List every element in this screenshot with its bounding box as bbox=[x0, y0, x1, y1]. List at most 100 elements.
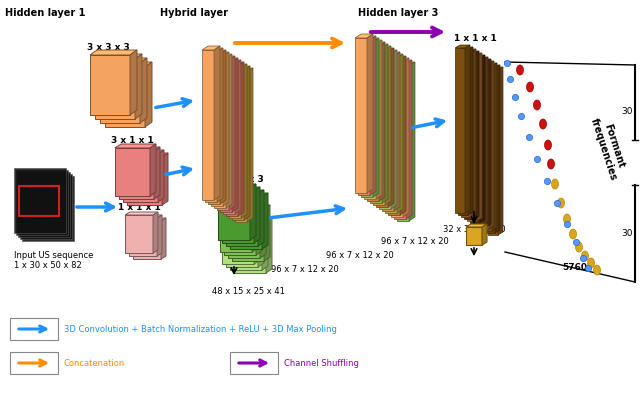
Polygon shape bbox=[485, 65, 500, 68]
Text: Input US sequence
1 x 30 x 50 x 82: Input US sequence 1 x 30 x 50 x 82 bbox=[14, 251, 93, 270]
Polygon shape bbox=[234, 217, 272, 221]
Polygon shape bbox=[226, 215, 258, 267]
Polygon shape bbox=[228, 202, 266, 206]
Polygon shape bbox=[135, 54, 142, 119]
Polygon shape bbox=[222, 191, 254, 243]
Polygon shape bbox=[123, 154, 158, 202]
Polygon shape bbox=[480, 55, 485, 223]
Polygon shape bbox=[498, 67, 503, 235]
Polygon shape bbox=[471, 49, 476, 217]
Text: 30: 30 bbox=[621, 228, 633, 238]
Polygon shape bbox=[218, 188, 250, 240]
Polygon shape bbox=[409, 62, 415, 221]
Polygon shape bbox=[230, 218, 262, 270]
Polygon shape bbox=[379, 42, 385, 201]
Polygon shape bbox=[477, 53, 482, 221]
Polygon shape bbox=[217, 56, 235, 60]
Polygon shape bbox=[455, 45, 470, 48]
Polygon shape bbox=[397, 66, 409, 221]
Polygon shape bbox=[100, 63, 140, 123]
Polygon shape bbox=[222, 212, 254, 264]
Polygon shape bbox=[385, 58, 397, 213]
Text: 5760: 5760 bbox=[563, 263, 588, 273]
Polygon shape bbox=[382, 52, 400, 56]
Polygon shape bbox=[482, 224, 487, 245]
Polygon shape bbox=[129, 218, 157, 256]
Text: 3 x 3 x 3: 3 x 3 x 3 bbox=[86, 43, 129, 52]
Polygon shape bbox=[90, 55, 130, 115]
Polygon shape bbox=[385, 46, 391, 205]
Ellipse shape bbox=[516, 65, 524, 75]
Polygon shape bbox=[468, 47, 473, 215]
Polygon shape bbox=[254, 208, 260, 264]
Polygon shape bbox=[482, 66, 492, 231]
Polygon shape bbox=[100, 58, 147, 63]
Polygon shape bbox=[252, 196, 258, 252]
Polygon shape bbox=[95, 59, 135, 119]
Polygon shape bbox=[361, 38, 379, 42]
Polygon shape bbox=[129, 215, 162, 218]
Polygon shape bbox=[150, 144, 156, 196]
Polygon shape bbox=[230, 193, 268, 197]
Polygon shape bbox=[232, 66, 250, 70]
Polygon shape bbox=[133, 221, 161, 259]
Polygon shape bbox=[235, 72, 247, 222]
Polygon shape bbox=[226, 190, 264, 194]
Polygon shape bbox=[202, 46, 220, 50]
Polygon shape bbox=[373, 46, 391, 50]
Polygon shape bbox=[214, 54, 232, 58]
Polygon shape bbox=[232, 70, 244, 220]
Ellipse shape bbox=[527, 82, 534, 92]
Polygon shape bbox=[400, 56, 406, 215]
Polygon shape bbox=[230, 214, 268, 218]
Text: 32 x 3 x 6 x 10: 32 x 3 x 6 x 10 bbox=[443, 225, 506, 234]
Polygon shape bbox=[483, 57, 488, 225]
Polygon shape bbox=[397, 54, 403, 213]
Polygon shape bbox=[232, 58, 238, 212]
Polygon shape bbox=[238, 62, 244, 216]
Polygon shape bbox=[367, 46, 379, 201]
Polygon shape bbox=[208, 54, 220, 204]
Polygon shape bbox=[397, 62, 415, 66]
Polygon shape bbox=[105, 67, 145, 127]
Polygon shape bbox=[234, 221, 266, 273]
Polygon shape bbox=[355, 34, 373, 38]
Polygon shape bbox=[470, 55, 485, 58]
Ellipse shape bbox=[593, 265, 600, 275]
Text: 1 x 1 x 1: 1 x 1 x 1 bbox=[454, 34, 497, 43]
Text: 96 x 7 x 12 x 20: 96 x 7 x 12 x 20 bbox=[381, 237, 449, 246]
Polygon shape bbox=[217, 48, 223, 202]
Polygon shape bbox=[214, 58, 226, 208]
Polygon shape bbox=[258, 211, 264, 267]
Polygon shape bbox=[394, 52, 400, 211]
Polygon shape bbox=[222, 208, 260, 212]
Ellipse shape bbox=[540, 119, 547, 129]
Polygon shape bbox=[379, 50, 397, 54]
Polygon shape bbox=[205, 52, 217, 202]
Ellipse shape bbox=[588, 258, 595, 268]
Polygon shape bbox=[391, 62, 403, 217]
Ellipse shape bbox=[582, 251, 589, 261]
Polygon shape bbox=[230, 197, 262, 249]
Polygon shape bbox=[465, 45, 470, 213]
Polygon shape bbox=[127, 153, 168, 157]
Polygon shape bbox=[235, 68, 253, 72]
Polygon shape bbox=[492, 63, 497, 231]
Polygon shape bbox=[358, 36, 376, 40]
Polygon shape bbox=[464, 51, 479, 54]
Polygon shape bbox=[202, 50, 214, 200]
Polygon shape bbox=[260, 202, 266, 258]
Text: Hidden layer 1: Hidden layer 1 bbox=[5, 8, 85, 18]
Polygon shape bbox=[479, 64, 489, 229]
Ellipse shape bbox=[552, 179, 559, 189]
Polygon shape bbox=[391, 50, 397, 209]
Polygon shape bbox=[473, 57, 488, 60]
Polygon shape bbox=[222, 187, 260, 191]
Polygon shape bbox=[229, 68, 241, 218]
Polygon shape bbox=[115, 144, 156, 148]
Polygon shape bbox=[158, 150, 164, 202]
Polygon shape bbox=[220, 50, 226, 204]
Polygon shape bbox=[220, 58, 238, 62]
Polygon shape bbox=[358, 40, 370, 195]
Polygon shape bbox=[256, 199, 262, 255]
